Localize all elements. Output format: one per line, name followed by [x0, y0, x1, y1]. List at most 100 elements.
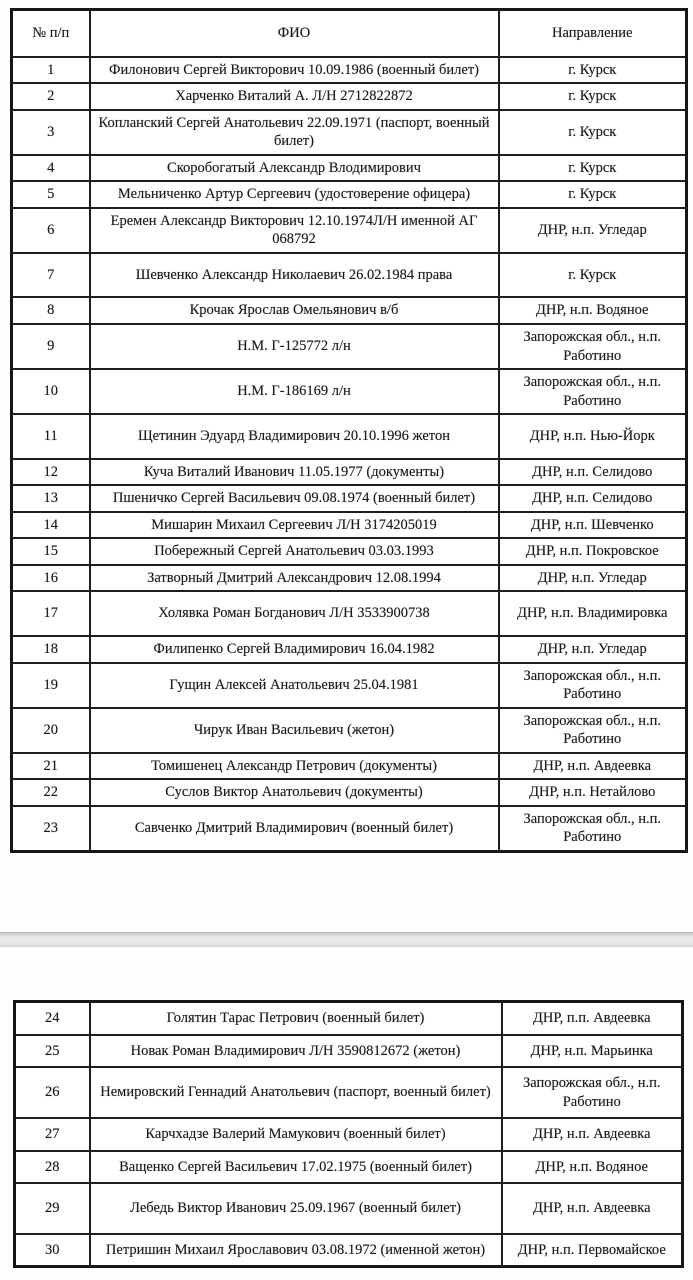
cell-direction: Запорожская обл., н.п. Работино [497, 804, 688, 853]
cell-row-number: 14 [10, 510, 91, 540]
cell-row-number: 4 [10, 153, 91, 183]
cell-row-number: 28 [13, 1149, 91, 1185]
cell-person-name: Немировский Геннадий Анатольевич (паспор… [88, 1066, 503, 1120]
cell-direction: ДНР, н.п. Марьинка [500, 1033, 684, 1069]
table-row: 21 Томишенец Александр Петрович (докумен… [10, 751, 688, 781]
cell-direction: г. Курск [497, 108, 688, 156]
cell-row-number: 23 [10, 804, 91, 853]
cell-direction: ДНР, н.п. Первомайское [500, 1232, 684, 1268]
cell-direction: ДНР, н.п. Нью-Йорк [497, 413, 688, 460]
cell-row-number: 21 [10, 751, 91, 781]
table-row: 12 Куча Виталий Иванович 11.05.1977 (док… [10, 457, 688, 487]
cell-direction: ДНР, н.п. Водяное [500, 1149, 684, 1185]
cell-person-name: Гущин Алексей Анатольевич 25.04.1981 [88, 661, 500, 709]
cell-person-name: Карчхадзе Валерий Мамукович (военный бил… [88, 1117, 503, 1152]
cell-row-number: 2 [10, 82, 91, 111]
table-body-page-2: 24 Голятин Тарас Петрович (военный билет… [13, 1000, 684, 1268]
cell-row-number: 5 [10, 180, 91, 209]
table-row: 7 Шевченко Александр Николаевич 26.02.19… [10, 251, 688, 299]
cell-row-number: 24 [13, 1000, 91, 1036]
table-row: 3 Копланский Сергей Анатольевич 22.09.19… [10, 108, 688, 156]
cell-person-name: Лебедь Виктор Иванович 25.09.1967 (военн… [88, 1182, 503, 1235]
table-row: 9 Н.М. Г-125772 л/н Запорожская обл., н.… [10, 323, 688, 371]
cell-direction: ДНР, н.п. Водяное [497, 296, 688, 325]
cell-direction: ДНР, п.п. Авдеевка [500, 1000, 684, 1036]
cell-direction: Запорожская обл., н.п. Работино [497, 661, 688, 709]
cell-direction: ДНР, н.п. Авдеевка [500, 1182, 684, 1235]
page-gap-divider [0, 932, 693, 947]
table-row: 8 Крочак Ярослав Омельянович в/б ДНР, н.… [10, 296, 688, 325]
cell-direction: Запорожская обл., н.п. Работино [500, 1066, 684, 1120]
table-row: 15 Побережный Сергей Анатольевич 03.03.1… [10, 537, 688, 566]
table-row: 14 Мишарин Михаил Сергеевич Л/Н 31742050… [10, 510, 688, 540]
cell-person-name: Харченко Виталий А. Л/Н 2712822872 [88, 82, 500, 111]
table-body-page-1: 1 Филонович Сергей Викторович 10.09.1986… [10, 55, 688, 853]
cell-person-name: Затворный Дмитрий Александрович 12.08.19… [88, 563, 500, 593]
cell-person-name: Чирук Иван Васильевич (жетон) [88, 706, 500, 754]
cell-person-name: Крочак Ярослав Омельянович в/б [88, 296, 500, 325]
cell-person-name: Мишарин Михаил Сергеевич Л/Н 3174205019 [88, 510, 500, 540]
col-header-number: № п/п [10, 8, 91, 58]
table-row: 13 Пшеничко Сергей Васильевич 09.08.1974… [10, 484, 688, 513]
table-row: 29 Лебедь Виктор Иванович 25.09.1967 (во… [13, 1182, 684, 1235]
cell-person-name: Куча Виталий Иванович 11.05.1977 (докуме… [88, 457, 500, 487]
cell-person-name: Побережный Сергей Анатольевич 03.03.1993 [88, 537, 500, 566]
cell-row-number: 10 [10, 368, 91, 416]
cell-person-name: Копланский Сергей Анатольевич 22.09.1971… [88, 108, 500, 156]
cell-row-number: 12 [10, 457, 91, 487]
cell-row-number: 30 [13, 1232, 91, 1268]
cell-person-name: Шевченко Александр Николаевич 26.02.1984… [88, 251, 500, 299]
cell-row-number: 26 [13, 1066, 91, 1120]
cell-row-number: 25 [13, 1033, 91, 1069]
cell-row-number: 1 [10, 55, 91, 85]
table-row: 16 Затворный Дмитрий Александрович 12.08… [10, 563, 688, 593]
cell-direction: г. Курск [497, 251, 688, 299]
cell-person-name: Савченко Дмитрий Владимирович (военный б… [88, 804, 500, 853]
cell-row-number: 17 [10, 590, 91, 638]
cell-direction: г. Курск [497, 180, 688, 209]
cell-direction: г. Курск [497, 55, 688, 85]
table-row: 25 Новак Роман Владимирович Л/Н 35908126… [13, 1033, 684, 1069]
cell-row-number: 13 [10, 484, 91, 513]
table-row: 22 Суслов Виктор Анатольевич (документы)… [10, 778, 688, 807]
table-row: 28 Ващенко Сергей Васильевич 17.02.1975 … [13, 1149, 684, 1185]
cell-row-number: 27 [13, 1117, 91, 1152]
cell-person-name: Еремен Александр Викторович 12.10.1974Л/… [88, 206, 500, 254]
cell-row-number: 20 [10, 706, 91, 754]
cell-row-number: 29 [13, 1182, 91, 1235]
col-header-direction: Направление [497, 8, 688, 58]
cell-direction: Запорожская обл., н.п. Работино [497, 706, 688, 754]
cell-direction: ДНР, н.п. Угледар [497, 635, 688, 664]
cell-direction: ДНР, н.п. Селидово [497, 457, 688, 487]
table-row: 6 Еремен Александр Викторович 12.10.1974… [10, 206, 688, 254]
cell-direction: ДНР, н.п. Шевченко [497, 510, 688, 540]
cell-person-name: Петришин Михаил Ярославович 03.08.1972 (… [88, 1232, 503, 1268]
table-row: 5 Мельниченко Артур Сергеевич (удостовер… [10, 180, 688, 209]
cell-row-number: 15 [10, 537, 91, 566]
table-row: 4 Скоробогатый Александр Влодимирович г.… [10, 153, 688, 183]
cell-direction: ДНР, н.п. Угледар [497, 563, 688, 593]
cell-direction: ДНР, н.п. Покровское [497, 537, 688, 566]
cell-direction: ДНР, н.п. Угледар [497, 206, 688, 254]
cell-person-name: Филонович Сергей Викторович 10.09.1986 (… [88, 55, 500, 85]
table-header-row: № п/п ФИО Направление [10, 8, 688, 58]
cell-direction: ДНР, н.п. Селидово [497, 484, 688, 513]
cell-row-number: 18 [10, 635, 91, 664]
cell-person-name: Н.М. Г-125772 л/н [88, 323, 500, 371]
cell-person-name: Голятин Тарас Петрович (военный билет) [88, 1000, 503, 1036]
cell-row-number: 7 [10, 251, 91, 299]
table-row: 30 Петришин Михаил Ярославович 03.08.197… [13, 1232, 684, 1268]
cell-direction: ДНР, н.п. Авдеевка [497, 751, 688, 781]
table-row: 20 Чирук Иван Васильевич (жетон) Запорож… [10, 706, 688, 754]
cell-row-number: 3 [10, 108, 91, 156]
cell-row-number: 9 [10, 323, 91, 371]
cell-direction: Запорожская обл., н.п. Работино [497, 323, 688, 371]
cell-row-number: 8 [10, 296, 91, 325]
cell-person-name: Н.М. Г-186169 л/н [88, 368, 500, 416]
table-row: 1 Филонович Сергей Викторович 10.09.1986… [10, 55, 688, 85]
cell-row-number: 19 [10, 661, 91, 709]
cell-person-name: Мельниченко Артур Сергеевич (удостоверен… [88, 180, 500, 209]
cell-person-name: Томишенец Александр Петрович (документы) [88, 751, 500, 781]
cell-person-name: Скоробогатый Александр Влодимирович [88, 153, 500, 183]
